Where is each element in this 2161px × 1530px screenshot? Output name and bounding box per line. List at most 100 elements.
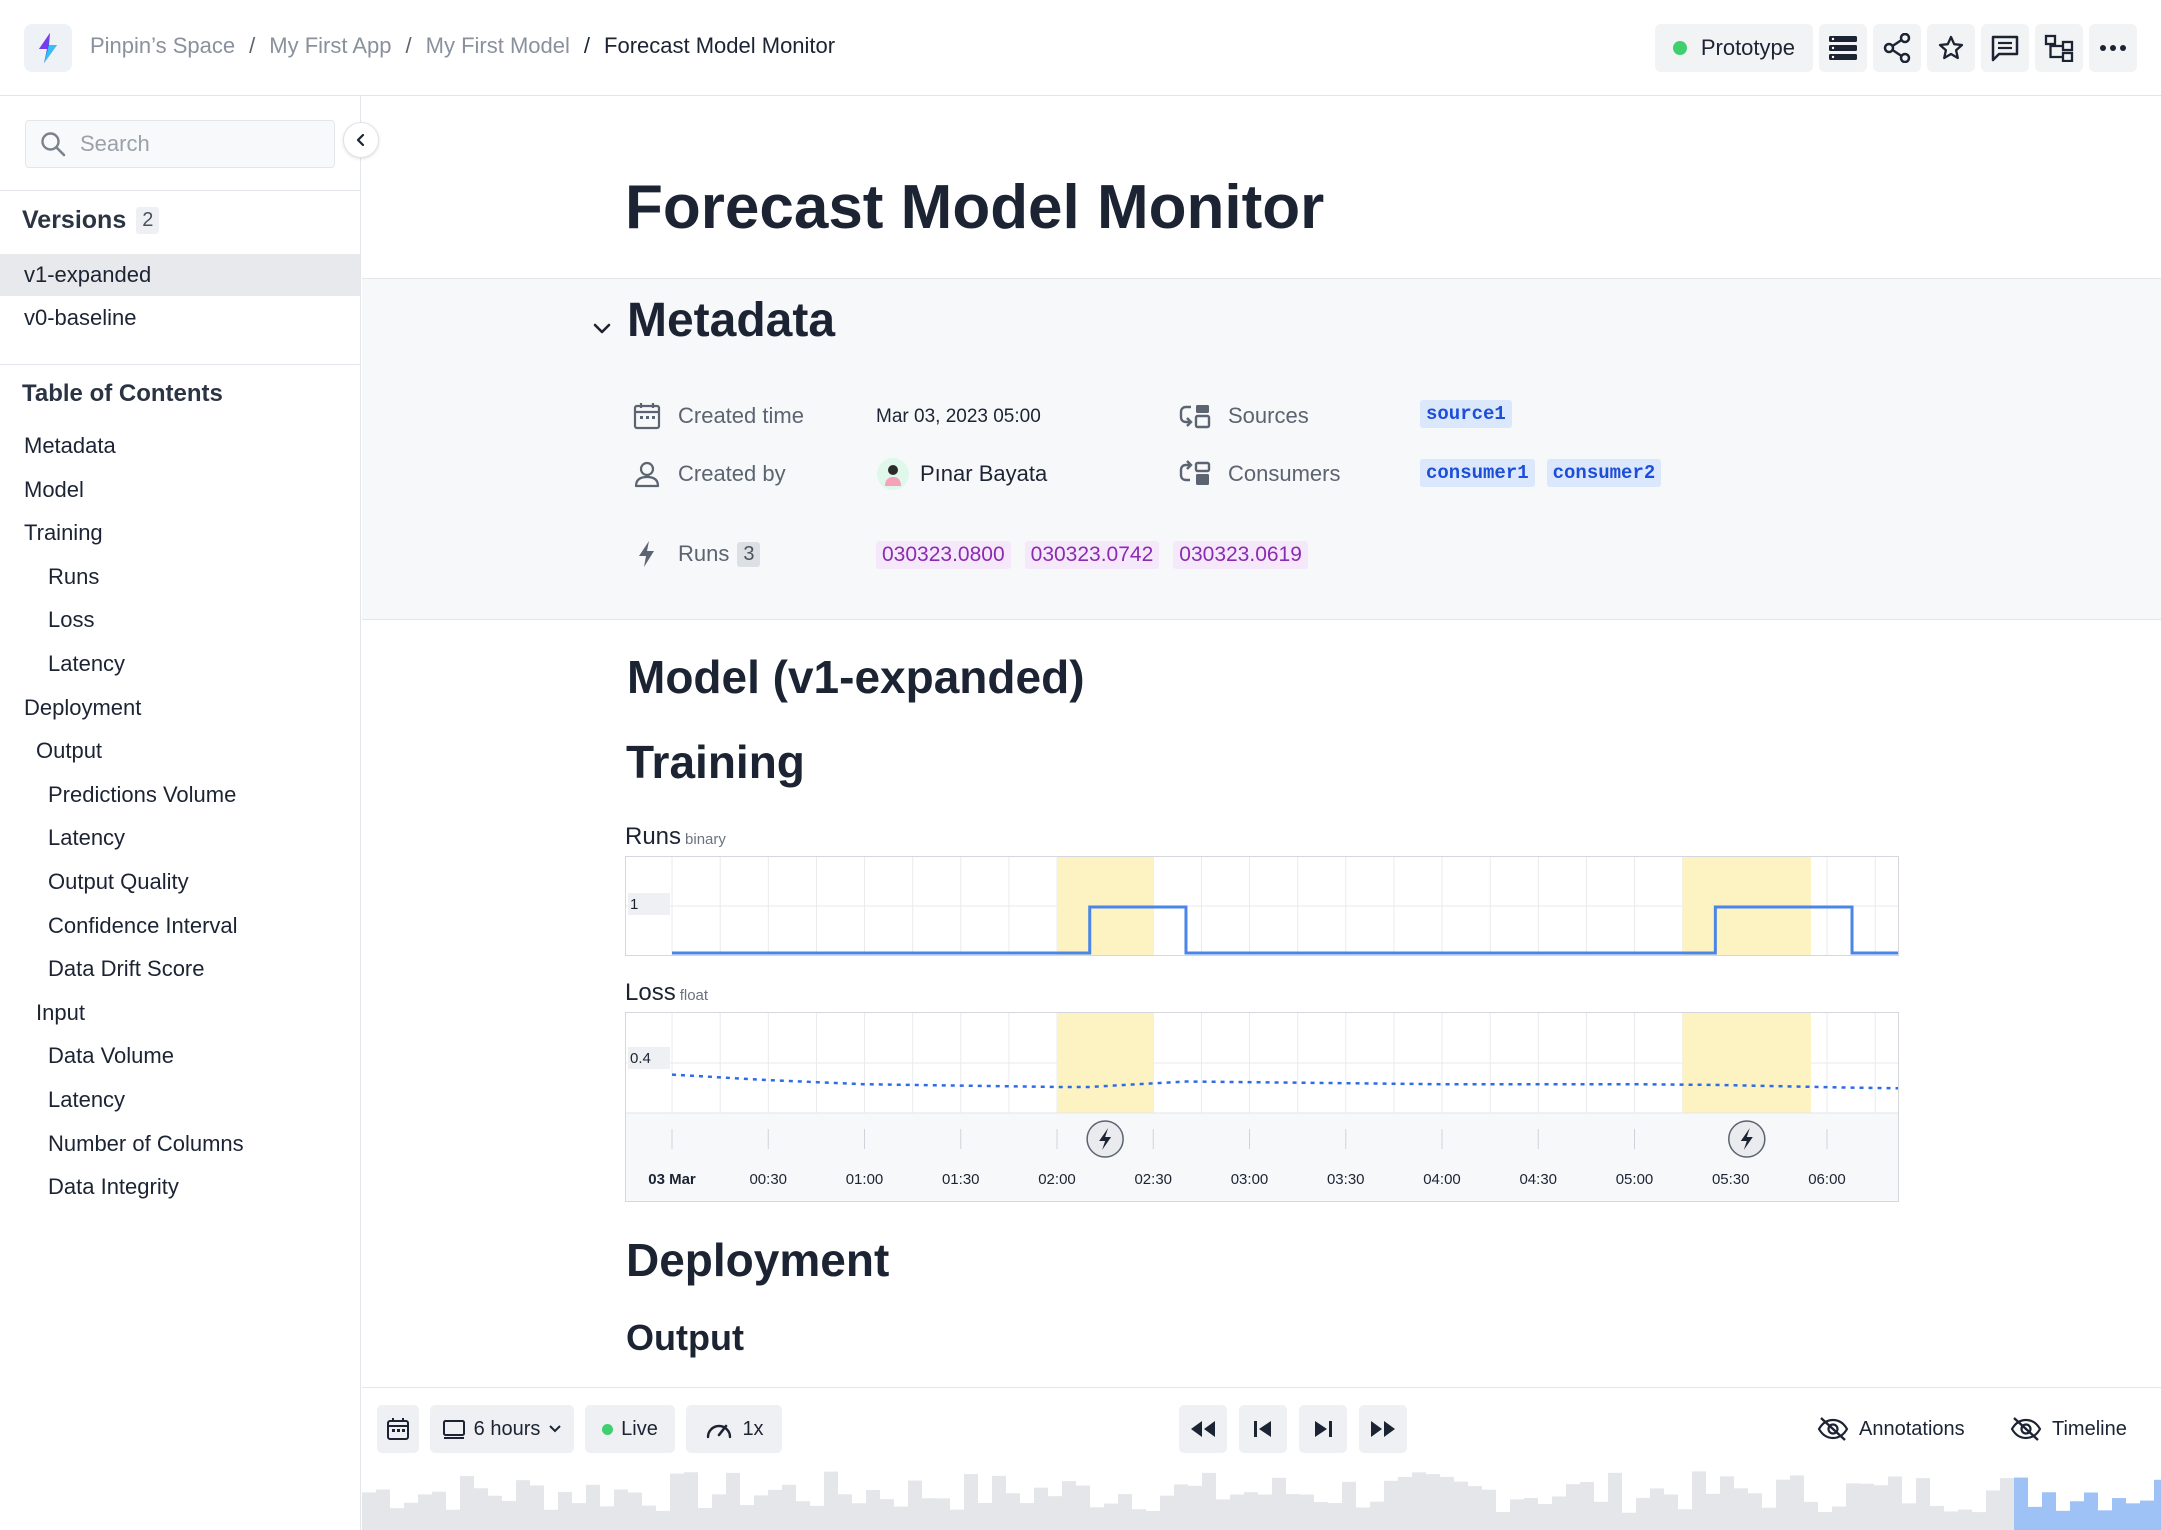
minimap-bar bbox=[1006, 1493, 1020, 1530]
fast-forward-button[interactable] bbox=[1359, 1405, 1407, 1453]
loss-chart[interactable]: 0.4 03 Mar 00:30 01:00 01:30 02:00 02:30 03:00 0… bbox=[625, 1012, 1943, 1202]
toc-item-data-volume[interactable]: Data Volume bbox=[48, 1043, 174, 1069]
more-button[interactable] bbox=[2089, 24, 2137, 72]
timeline-toggle[interactable]: Timeline bbox=[2010, 1405, 2127, 1453]
runs-label: Runs bbox=[678, 541, 730, 566]
main-content: Forecast Model Monitor Metadata Created … bbox=[362, 97, 2161, 1387]
toc-item-latency[interactable]: Latency bbox=[48, 1087, 126, 1112]
annotation-marker[interactable] bbox=[1728, 1120, 1766, 1158]
favorite-button[interactable] bbox=[1927, 24, 1975, 72]
toc-item-runs[interactable]: Runs bbox=[48, 563, 100, 589]
status-label: Prototype bbox=[1700, 35, 1795, 60]
consumer-tag[interactable]: consumer2 bbox=[1546, 459, 1662, 487]
toc-item-loss[interactable]: Loss bbox=[48, 607, 95, 633]
loss-series-line bbox=[671, 1073, 1943, 1090]
toc-item-output-quality[interactable]: Output Quality bbox=[48, 869, 189, 894]
source-tag[interactable]: source1 bbox=[1420, 400, 1512, 428]
minimap-bar bbox=[1748, 1493, 1762, 1530]
x-tick-label: 06:00 bbox=[1808, 1171, 1846, 1188]
versions-count: 2 bbox=[136, 207, 160, 234]
toc-item-data-integrity[interactable]: Data Integrity bbox=[48, 1174, 179, 1200]
search-input[interactable] bbox=[80, 131, 310, 157]
minimap-bar bbox=[1118, 1494, 1132, 1530]
minimap-bar bbox=[684, 1472, 698, 1530]
toc-item-deployment[interactable]: Deployment bbox=[24, 694, 142, 720]
toc-item-input[interactable]: Input bbox=[36, 999, 85, 1025]
minimap-bar bbox=[1902, 1503, 1916, 1530]
breadcrumb-model[interactable]: My First Model bbox=[425, 33, 570, 58]
toc-item-output[interactable]: Output bbox=[36, 738, 103, 764]
run-tag[interactable]: 030323.0619 bbox=[1173, 541, 1308, 569]
chart-subtitle: float bbox=[679, 987, 709, 1004]
minimap-bar bbox=[1272, 1477, 1286, 1530]
time-range-select[interactable]: 6 hours bbox=[430, 1405, 574, 1453]
comment-button[interactable] bbox=[1981, 24, 2029, 72]
minimap-bar bbox=[1370, 1501, 1384, 1530]
breadcrumb-space[interactable]: Pinpin’s Space bbox=[90, 33, 236, 58]
skip-forward-icon bbox=[1315, 1421, 1332, 1437]
toc-item-predictions-volume[interactable]: Predictions Volume bbox=[48, 781, 237, 807]
list-button[interactable] bbox=[1819, 24, 1867, 72]
run-tag[interactable]: 030323.0742 bbox=[1024, 541, 1160, 569]
toc-item-data-drift-score[interactable]: Data Drift Score bbox=[48, 956, 205, 982]
sources-row: Sources bbox=[1178, 401, 1309, 431]
minimap-bar bbox=[1454, 1481, 1468, 1530]
step-forward-button[interactable] bbox=[1299, 1405, 1347, 1453]
toc-item-number-of-columns[interactable]: Number of Columns bbox=[48, 1130, 244, 1156]
toc-item-metadata[interactable]: Metadata bbox=[24, 433, 116, 458]
minimap-bar bbox=[1300, 1494, 1314, 1530]
output-heading: Output bbox=[626, 1317, 744, 1358]
minimap-bar bbox=[1104, 1503, 1118, 1530]
minimap-bar bbox=[1216, 1499, 1230, 1530]
consumer-tag[interactable]: consumer1 bbox=[1420, 459, 1535, 487]
collapse-metadata-button[interactable] bbox=[588, 315, 616, 343]
x-tick-label: 01:30 bbox=[942, 1171, 980, 1188]
run-tag[interactable]: 030323.0800 bbox=[876, 541, 1011, 569]
breadcrumb-separator: / bbox=[249, 33, 256, 58]
playback-speed-button[interactable]: 1x bbox=[686, 1405, 782, 1453]
minimap-bar bbox=[1146, 1510, 1160, 1530]
toc-item-latency[interactable]: Latency bbox=[48, 651, 126, 676]
app-logo[interactable] bbox=[24, 24, 72, 72]
hierarchy-button[interactable] bbox=[2035, 24, 2083, 72]
share-button[interactable] bbox=[1873, 24, 1921, 72]
status-badge[interactable]: Prototype bbox=[1654, 24, 1813, 72]
deployment-heading: Deployment bbox=[626, 1234, 890, 1286]
minimap-bar bbox=[656, 1510, 670, 1530]
minimap-bar bbox=[1818, 1511, 1832, 1530]
runs-chart[interactable]: 1 bbox=[625, 856, 1943, 956]
toc-item-confidence-interval[interactable]: Confidence Interval bbox=[48, 912, 238, 938]
version-item-v1-expanded[interactable]: v1-expanded bbox=[0, 254, 360, 296]
chart-title: Loss bbox=[625, 979, 676, 1006]
x-tick-label: 04:00 bbox=[1423, 1171, 1461, 1188]
minimap-bar bbox=[726, 1472, 740, 1530]
version-item-v0-baseline[interactable]: v0-baseline bbox=[0, 297, 360, 339]
annotation-marker[interactable] bbox=[1086, 1120, 1124, 1158]
minimap-bar bbox=[1160, 1495, 1174, 1530]
creator[interactable]: Pınar Bayata bbox=[876, 457, 1047, 491]
date-picker-button[interactable] bbox=[377, 1405, 419, 1453]
rewind-button[interactable] bbox=[1179, 1405, 1227, 1453]
toc-item-model[interactable]: Model bbox=[24, 476, 84, 502]
collapse-sidebar-button[interactable] bbox=[343, 122, 379, 158]
minimap-bar bbox=[586, 1484, 600, 1530]
minimap-bar bbox=[1790, 1475, 1804, 1530]
minimap-bar bbox=[866, 1490, 880, 1530]
minimap-bar bbox=[2112, 1498, 2126, 1530]
toc-item-training[interactable]: Training bbox=[24, 520, 103, 546]
toc-item-latency[interactable]: Latency bbox=[48, 825, 126, 851]
search-box[interactable] bbox=[25, 120, 335, 168]
minimap-bar bbox=[1202, 1472, 1216, 1530]
minimap-bar bbox=[1034, 1487, 1048, 1530]
timeline-minimap[interactable] bbox=[362, 1466, 2161, 1530]
step-back-button[interactable] bbox=[1239, 1405, 1287, 1453]
minimap-bar bbox=[2154, 1479, 2161, 1530]
annotations-toggle[interactable]: Annotations bbox=[1817, 1405, 1965, 1453]
created-time-label: Created time bbox=[678, 403, 804, 428]
minimap-bar bbox=[1972, 1512, 1986, 1530]
minimap-bar bbox=[894, 1506, 908, 1530]
live-button[interactable]: Live bbox=[585, 1405, 675, 1453]
minimap-bar bbox=[516, 1480, 530, 1530]
minimap-bar bbox=[1468, 1486, 1482, 1530]
breadcrumb-app[interactable]: My First App bbox=[269, 33, 392, 58]
